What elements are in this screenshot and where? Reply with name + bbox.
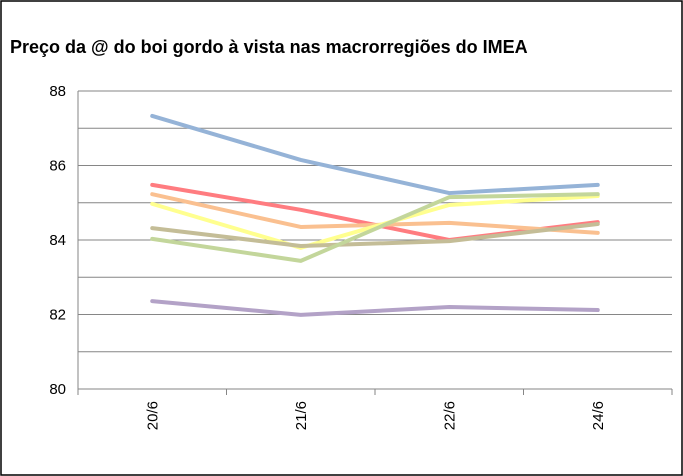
series-line (150, 299, 600, 317)
y-tick-label: 82 (49, 307, 66, 324)
x-tick-label: 24/6 (590, 401, 607, 430)
series-line (150, 194, 600, 250)
series-line (150, 221, 600, 248)
x-tick-label: 22/6 (441, 401, 458, 430)
series-line (150, 113, 600, 196)
series-line (150, 192, 600, 263)
y-tick-label: 86 (49, 158, 66, 175)
y-tick-label: 88 (49, 83, 66, 100)
x-tick-label: 21/6 (293, 401, 310, 430)
chart-title: Preço da @ do boi gordo à vista nas macr… (10, 37, 528, 57)
y-tick-label: 80 (49, 381, 66, 398)
x-tick-label: 20/6 (144, 401, 161, 430)
y-tick-label: 84 (49, 232, 66, 249)
